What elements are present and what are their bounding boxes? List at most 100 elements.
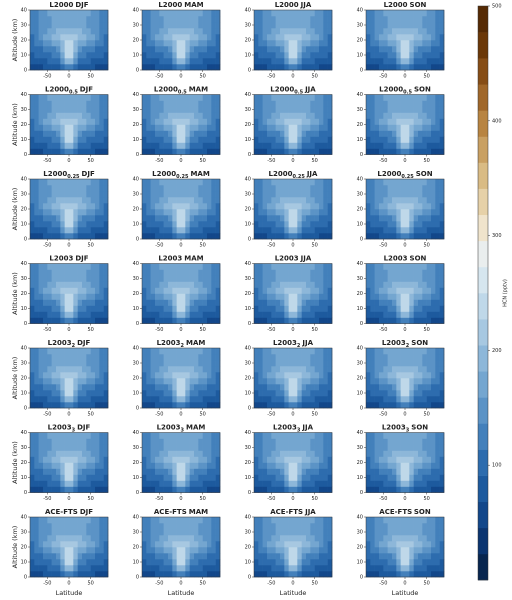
field-cell xyxy=(90,299,96,306)
field-cell xyxy=(163,130,169,137)
field-cell xyxy=(86,299,91,306)
field-cell xyxy=(142,354,147,361)
field-cell xyxy=(95,221,100,228)
field-cell xyxy=(77,106,83,113)
field-cell xyxy=(215,456,221,463)
field-cell xyxy=(327,269,333,276)
field-cell xyxy=(51,100,57,107)
field-cell xyxy=(159,287,164,294)
field-cell xyxy=(64,547,70,554)
field-cell xyxy=(30,311,35,318)
field-cell xyxy=(262,480,268,487)
x-tick-label: 50 xyxy=(311,74,317,80)
field-cell xyxy=(280,480,285,487)
field-cell xyxy=(99,293,104,300)
field-cell xyxy=(73,390,78,397)
field-cell xyxy=(73,432,78,439)
field-cell xyxy=(426,384,432,391)
field-cell xyxy=(202,474,208,481)
field-cell xyxy=(280,130,285,137)
field-cell xyxy=(86,22,91,29)
field-cell xyxy=(202,233,208,240)
field-cell xyxy=(271,52,276,59)
field-cell xyxy=(426,444,432,451)
x-tick-label: -50 xyxy=(379,496,387,502)
field-cell xyxy=(275,215,281,222)
y-tick-label: 10 xyxy=(133,137,139,143)
field-cell xyxy=(194,432,199,439)
field-cell xyxy=(431,221,436,228)
field-cell xyxy=(288,185,294,192)
field-cell xyxy=(387,197,393,204)
y-tick-label: 30 xyxy=(357,192,363,198)
field-cell xyxy=(431,136,436,143)
field-cell xyxy=(159,354,164,361)
field-cell xyxy=(426,94,432,101)
field-cell xyxy=(323,52,328,59)
field-cell xyxy=(185,263,190,270)
field-cell xyxy=(374,191,380,198)
field-cell xyxy=(207,179,212,186)
field-cell xyxy=(314,100,320,107)
field-cell xyxy=(43,281,48,288)
field-cell xyxy=(142,456,147,463)
field-cell xyxy=(146,269,151,276)
field-cell xyxy=(77,64,83,71)
x-tick-label: -50 xyxy=(267,496,275,502)
field-cell xyxy=(405,106,410,113)
field-cell xyxy=(405,124,410,131)
x-tick-label: 0 xyxy=(67,243,70,249)
field-cell xyxy=(146,10,151,17)
field-cell xyxy=(34,203,39,210)
y-tick-label: 0 xyxy=(136,406,139,412)
field-cell xyxy=(146,203,151,210)
field-cell xyxy=(30,130,35,137)
field-cell xyxy=(327,136,333,143)
field-cell xyxy=(392,486,397,493)
field-cell xyxy=(202,136,208,143)
field-cell xyxy=(379,269,384,276)
field-cell xyxy=(181,112,186,119)
field-cell xyxy=(82,529,87,536)
field-cell xyxy=(400,179,406,186)
y-tick-label: 10 xyxy=(21,137,27,143)
field-cell xyxy=(90,378,96,385)
field-cell xyxy=(215,197,221,204)
field-cell xyxy=(431,462,436,469)
field-cell xyxy=(103,396,109,403)
field-cell xyxy=(77,354,83,361)
field-cell xyxy=(90,480,96,487)
field-cell xyxy=(314,28,320,35)
field-cell xyxy=(301,148,307,155)
field-cell xyxy=(56,438,61,445)
field-cell xyxy=(103,384,109,391)
field-cell xyxy=(38,136,44,143)
field-cell xyxy=(56,46,61,53)
field-cell xyxy=(413,179,419,186)
field-cell xyxy=(82,390,87,397)
field-cell xyxy=(310,468,315,475)
field-cell xyxy=(146,348,151,355)
field-cell xyxy=(323,378,328,385)
field-cell xyxy=(271,396,276,403)
field-cell xyxy=(69,378,74,385)
field-cell xyxy=(34,311,39,318)
field-cell xyxy=(258,486,263,493)
x-tick-label: 50 xyxy=(423,74,429,80)
field-cell xyxy=(301,396,307,403)
field-cell xyxy=(387,432,393,439)
field-cell xyxy=(172,227,177,234)
field-cell xyxy=(43,52,48,59)
field-cell xyxy=(379,438,384,445)
field-cell xyxy=(172,40,177,47)
field-cell xyxy=(69,360,74,367)
field-cell xyxy=(439,390,445,397)
field-cell xyxy=(366,106,371,113)
field-cell xyxy=(142,281,147,288)
field-cell xyxy=(413,148,419,155)
field-cell xyxy=(392,474,397,481)
field-cell xyxy=(409,275,414,282)
field-cell xyxy=(400,396,406,403)
field-cell xyxy=(163,221,169,228)
field-cell xyxy=(51,378,57,385)
